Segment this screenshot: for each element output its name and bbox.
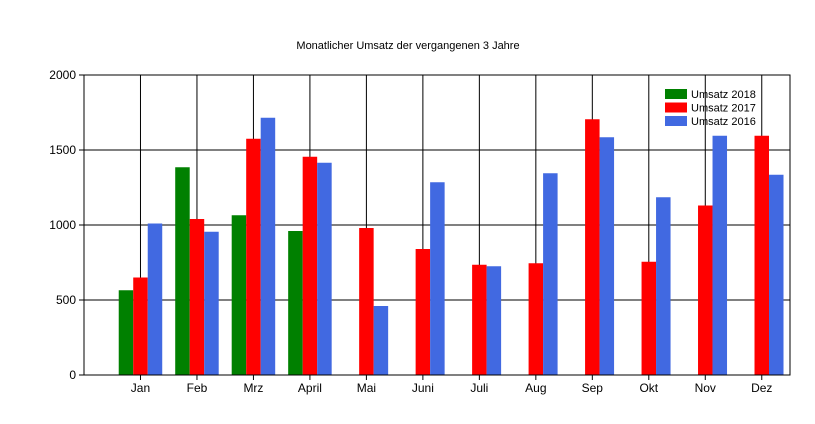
bar <box>189 219 205 375</box>
x-tick-label: Feb <box>187 381 208 395</box>
legend-swatch <box>665 116 687 126</box>
bar <box>543 173 558 375</box>
bar <box>359 228 374 375</box>
bar <box>430 182 445 375</box>
bar <box>754 135 770 375</box>
bar <box>415 249 431 375</box>
bar <box>486 266 502 375</box>
bar <box>204 231 219 375</box>
bar <box>246 138 261 375</box>
x-tick-label: Juli <box>470 381 488 395</box>
x-tick-label: Mai <box>357 381 376 395</box>
bar <box>585 119 600 375</box>
bar <box>472 264 487 375</box>
y-tick-label: 1500 <box>49 143 76 157</box>
bar <box>769 174 784 375</box>
bar <box>373 306 389 375</box>
bar <box>302 156 318 375</box>
y-tick-label: 2000 <box>49 68 76 82</box>
bar <box>712 135 728 375</box>
legend-label: Umsatz 2017 <box>691 103 756 115</box>
bar <box>175 167 190 375</box>
x-tick-label: Mrz <box>243 381 263 395</box>
bar <box>260 117 276 375</box>
x-tick-label: Dez <box>751 381 772 395</box>
bar <box>147 223 163 375</box>
bar <box>656 197 671 375</box>
bar <box>317 162 332 375</box>
bars-group <box>118 117 784 375</box>
bar <box>599 137 615 375</box>
x-tick-label: Nov <box>695 381 716 395</box>
x-tick-label: April <box>298 381 322 395</box>
x-tick-label: Aug <box>525 381 546 395</box>
x-tick-label: Jan <box>131 381 150 395</box>
y-tick-label: 500 <box>56 293 76 307</box>
axes-group: 0 500 1000 1500 2000 Jan Feb Mrz April Mai Juni Jul… <box>49 68 772 395</box>
x-tick-label: Juni <box>412 381 434 395</box>
chart-title: Monatlicher Umsatz der vergangenen 3 Jah… <box>296 40 519 52</box>
bar <box>231 215 247 375</box>
bar <box>118 290 134 375</box>
bar <box>133 277 148 375</box>
y-tick-label: 1000 <box>49 218 76 232</box>
bar <box>288 231 303 375</box>
x-tick-label: Sep <box>582 381 604 395</box>
bar <box>641 261 657 375</box>
legend-swatch <box>665 89 687 99</box>
legend-swatch <box>665 102 687 113</box>
x-tick-label: Okt <box>639 381 658 395</box>
bar <box>698 205 713 375</box>
legend-label: Umsatz 2016 <box>691 116 756 128</box>
y-tick-label: 0 <box>69 368 76 382</box>
legend-label: Umsatz 2018 <box>691 89 756 101</box>
bar <box>528 263 544 375</box>
